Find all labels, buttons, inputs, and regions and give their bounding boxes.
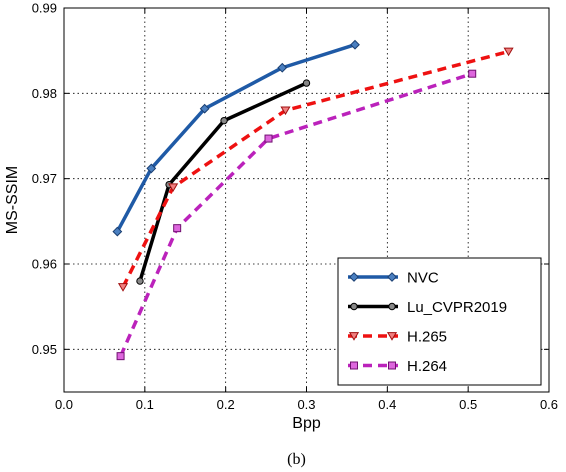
data-point xyxy=(117,283,129,292)
data-series xyxy=(112,39,514,361)
y-tick-label: 0.99 xyxy=(32,1,57,16)
data-point xyxy=(468,69,477,78)
data-point xyxy=(280,106,291,116)
legend-marker xyxy=(350,361,358,370)
y-tick-label: 0.95 xyxy=(32,342,57,357)
data-point xyxy=(146,163,157,174)
series-h-265 xyxy=(117,47,514,292)
legend-label: H.264 xyxy=(407,358,447,375)
data-point xyxy=(173,224,182,233)
legend-marker xyxy=(386,332,398,341)
legend-label: H.265 xyxy=(407,329,447,346)
figure-caption: (b) xyxy=(287,451,306,468)
x-tick-label: 0.2 xyxy=(217,397,235,412)
legend-entry: Lu_CVPR2019 xyxy=(348,299,507,316)
legend-marker xyxy=(349,272,359,282)
data-point xyxy=(264,134,273,143)
series-line xyxy=(115,43,356,233)
axis-ticks: 0.0 0.1 0.2 0.3 0.4 0.5 0.6 0.95 0.96 0.97 0.98 0.9… xyxy=(32,1,558,413)
legend-entry: NVC xyxy=(348,270,439,287)
y-tick-label: 0.98 xyxy=(32,86,57,101)
series-line xyxy=(121,49,510,288)
data-point xyxy=(220,116,228,125)
x-tick-label: 0.5 xyxy=(459,397,477,412)
x-axis-label: Bpp xyxy=(292,415,321,432)
series-h-264 xyxy=(116,69,477,361)
legend-marker xyxy=(388,361,396,370)
legend: NVC Lu_CVPR2019 H.265 H.264 xyxy=(337,257,542,386)
data-point xyxy=(112,226,123,237)
x-tick-label: 0.1 xyxy=(136,397,154,412)
data-point xyxy=(168,183,179,192)
legend-marker xyxy=(387,272,397,282)
legend-marker xyxy=(388,302,396,311)
data-point xyxy=(136,277,144,285)
data-point xyxy=(199,103,210,114)
y-axis-label: MS-SSIM xyxy=(4,166,21,234)
x-tick-label: 0.4 xyxy=(378,397,396,412)
data-point xyxy=(277,62,288,73)
y-tick-label: 0.97 xyxy=(32,171,57,186)
legend-label: Lu_CVPR2019 xyxy=(407,299,507,316)
x-tick-label: 0.0 xyxy=(55,397,73,412)
data-point xyxy=(503,47,514,57)
series-line xyxy=(118,72,473,357)
data-point xyxy=(116,352,125,361)
legend-marker xyxy=(348,332,360,341)
x-tick-label: 0.3 xyxy=(297,397,315,412)
x-tick-label: 0.6 xyxy=(540,397,558,412)
legend-label: NVC xyxy=(407,270,439,287)
legend-entry: H.265 xyxy=(348,329,447,346)
series-line xyxy=(138,81,308,282)
series-nvc xyxy=(112,39,360,237)
y-tick-label: 0.96 xyxy=(32,257,57,272)
legend-marker xyxy=(350,302,358,311)
legend-entry: H.264 xyxy=(348,358,447,375)
data-point xyxy=(302,79,311,87)
data-point xyxy=(350,39,360,50)
